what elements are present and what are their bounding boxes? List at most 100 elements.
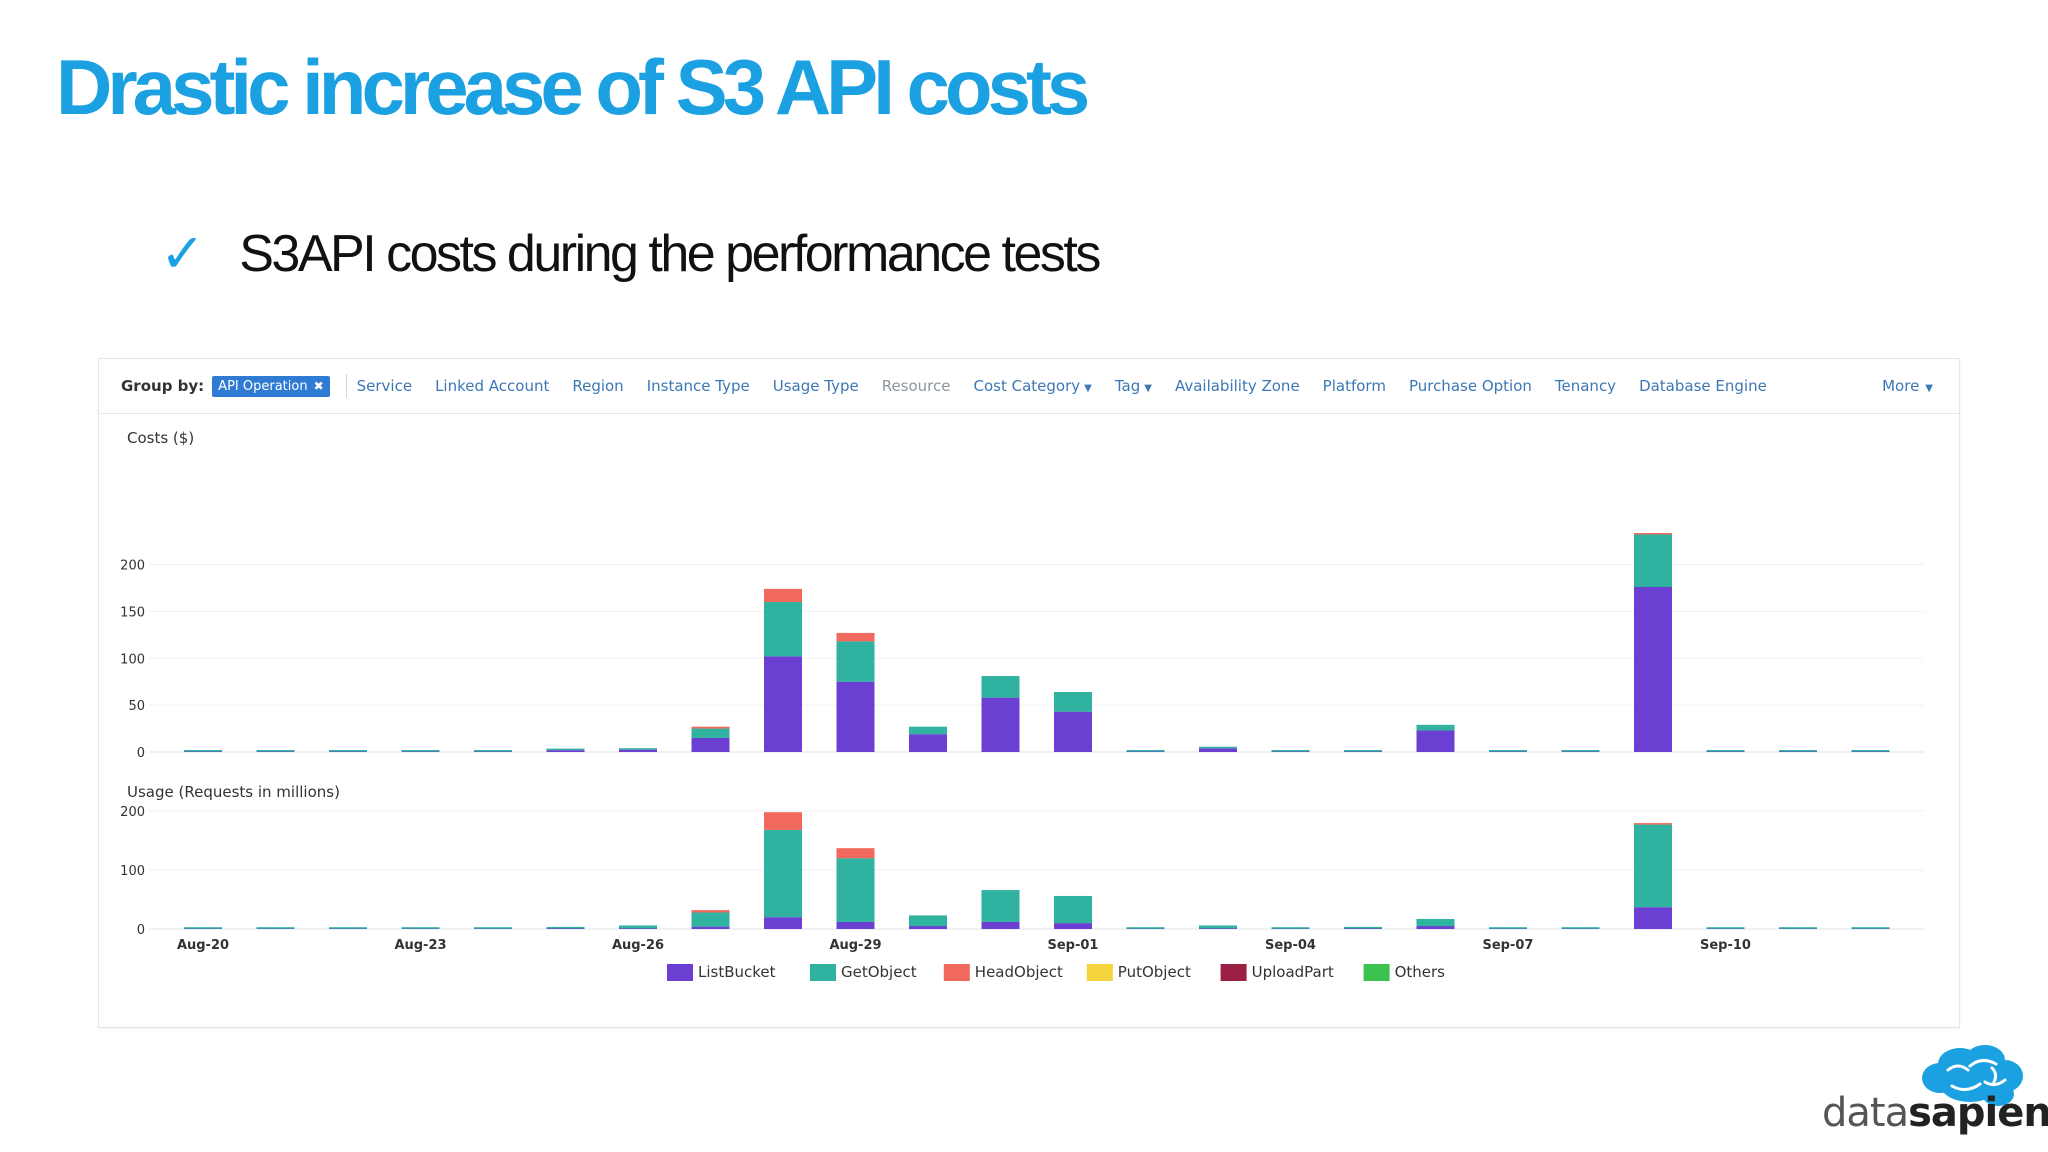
bar-segment xyxy=(1199,746,1237,749)
bar-segment xyxy=(546,748,585,751)
bar-segment xyxy=(836,921,875,929)
group-option-tag[interactable]: Tag ▼ xyxy=(1115,377,1152,395)
legend-label: PutObject xyxy=(1118,963,1191,981)
bar-segment xyxy=(1271,927,1310,929)
group-option-tenancy[interactable]: Tenancy xyxy=(1554,377,1617,395)
toolbar-divider xyxy=(345,374,347,398)
bar-segment xyxy=(909,726,947,735)
bar-segment xyxy=(909,915,947,927)
group-option-resource: Resource xyxy=(881,377,951,395)
bar-segment xyxy=(401,750,440,752)
bar-segment xyxy=(764,812,802,830)
group-by-chip[interactable]: API Operation ✖ xyxy=(212,375,330,397)
group-option-linked-account[interactable]: Linked Account xyxy=(435,377,550,395)
group-by-toolbar: Group by: API Operation ✖ Service Linked… xyxy=(99,359,1959,414)
bar-segment xyxy=(764,588,802,602)
bar-segment xyxy=(836,681,875,752)
group-option-service[interactable]: Service xyxy=(356,377,413,395)
y-tick-label: 200 xyxy=(120,805,145,820)
y-tick-label: 150 xyxy=(120,605,145,620)
bar-segment xyxy=(1126,927,1165,929)
remove-chip-icon[interactable]: ✖ xyxy=(313,379,324,393)
bar-segment xyxy=(1126,750,1165,752)
group-option-cost-category[interactable]: Cost Category ▼ xyxy=(974,377,1092,395)
bar-segment xyxy=(691,726,730,729)
bullet-point: ✓ S3API costs during the performance tes… xyxy=(160,222,1101,285)
logo-text-light: data xyxy=(1822,1090,1909,1136)
y-tick-label: 50 xyxy=(128,699,145,714)
group-option-usage-type[interactable]: Usage Type xyxy=(772,377,859,395)
bar-segment xyxy=(256,750,295,752)
group-option-availability-zone[interactable]: Availability Zone xyxy=(1174,377,1300,395)
axis-label: Usage (Requests in millions) xyxy=(127,783,340,801)
cost-category-label: Cost Category xyxy=(973,377,1081,395)
bar-segment xyxy=(981,890,1020,922)
x-tick-label: Aug-20 xyxy=(177,938,229,953)
bar-segment xyxy=(184,927,222,929)
bar-segment xyxy=(184,750,222,752)
x-tick-label: Sep-04 xyxy=(1265,938,1316,953)
legend-label: HeadObject xyxy=(975,963,1063,981)
caret-down-icon: ▼ xyxy=(1925,383,1933,394)
legend-swatch xyxy=(667,964,693,981)
bar-segment xyxy=(1634,823,1672,825)
bar-segment xyxy=(691,737,730,752)
group-by-chip-label: API Operation xyxy=(218,378,308,394)
company-logo: datasapiens xyxy=(1822,1090,2048,1136)
bar-segment xyxy=(1054,711,1092,752)
bar-segment xyxy=(1416,724,1455,731)
bar-segment xyxy=(1634,533,1672,535)
bar-segment xyxy=(1416,918,1455,927)
legend-swatch xyxy=(943,964,970,981)
cost-usage-chart: Costs ($) 0 50 100 150 200 Usage (Requests in … xyxy=(120,429,1924,981)
x-tick-label: Aug-26 xyxy=(612,938,664,953)
bar-segment xyxy=(1634,534,1672,587)
legend-label: GetObject xyxy=(841,963,917,981)
legend-swatch xyxy=(1363,964,1390,981)
more-dropdown[interactable]: More ▼ xyxy=(1882,377,1933,395)
group-option-purchase-option[interactable]: Purchase Option xyxy=(1408,377,1532,395)
group-option-region[interactable]: Region xyxy=(572,377,624,395)
group-option-database-engine[interactable]: Database Engine xyxy=(1639,377,1767,395)
legend-swatch xyxy=(1220,964,1247,981)
bar-segment xyxy=(619,749,657,752)
bar-segment xyxy=(1344,750,1382,752)
bar-segment xyxy=(764,917,802,929)
bar-segment xyxy=(1271,750,1310,752)
bar-segment xyxy=(1779,927,1817,929)
bar-segment xyxy=(836,858,875,922)
bar-segment xyxy=(1489,750,1527,752)
bar-segment xyxy=(836,632,875,642)
bullet-text: S3API costs during the performance tests xyxy=(239,224,1101,283)
x-tick-label: Aug-29 xyxy=(829,938,881,953)
bar-segment xyxy=(1416,926,1455,929)
bar-segment xyxy=(909,734,947,752)
bar-segment xyxy=(691,926,730,929)
check-icon: ✓ xyxy=(160,222,206,285)
bar-segment xyxy=(474,927,512,929)
group-option-instance-type[interactable]: Instance Type xyxy=(646,377,750,395)
bar-segment xyxy=(691,912,730,927)
caret-down-icon: ▼ xyxy=(1084,383,1092,394)
more-label: More xyxy=(1882,377,1920,395)
brain-icon xyxy=(1922,1045,2023,1106)
bar-segment xyxy=(836,641,875,682)
bar-segment xyxy=(691,728,730,738)
bar-segment xyxy=(1344,926,1382,929)
slide-title: Drastic increase of S3 API costs xyxy=(56,43,1090,131)
bar-segment xyxy=(981,676,1020,698)
bar-segment xyxy=(1634,824,1672,908)
bar-segment xyxy=(619,748,657,750)
bar-segment xyxy=(764,602,802,657)
y-tick-label: 0 xyxy=(137,923,145,938)
bar-segment xyxy=(764,656,802,752)
bar-segment xyxy=(1706,750,1745,752)
x-tick-label: Aug-23 xyxy=(394,938,446,953)
bar-segment xyxy=(1054,895,1092,924)
bar-segment xyxy=(764,829,802,918)
group-by-label: Group by: xyxy=(121,377,205,395)
axis-label: Costs ($) xyxy=(127,429,194,447)
group-option-platform[interactable]: Platform xyxy=(1322,377,1386,395)
y-tick-label: 200 xyxy=(120,559,145,574)
bar-segment xyxy=(1561,927,1600,929)
